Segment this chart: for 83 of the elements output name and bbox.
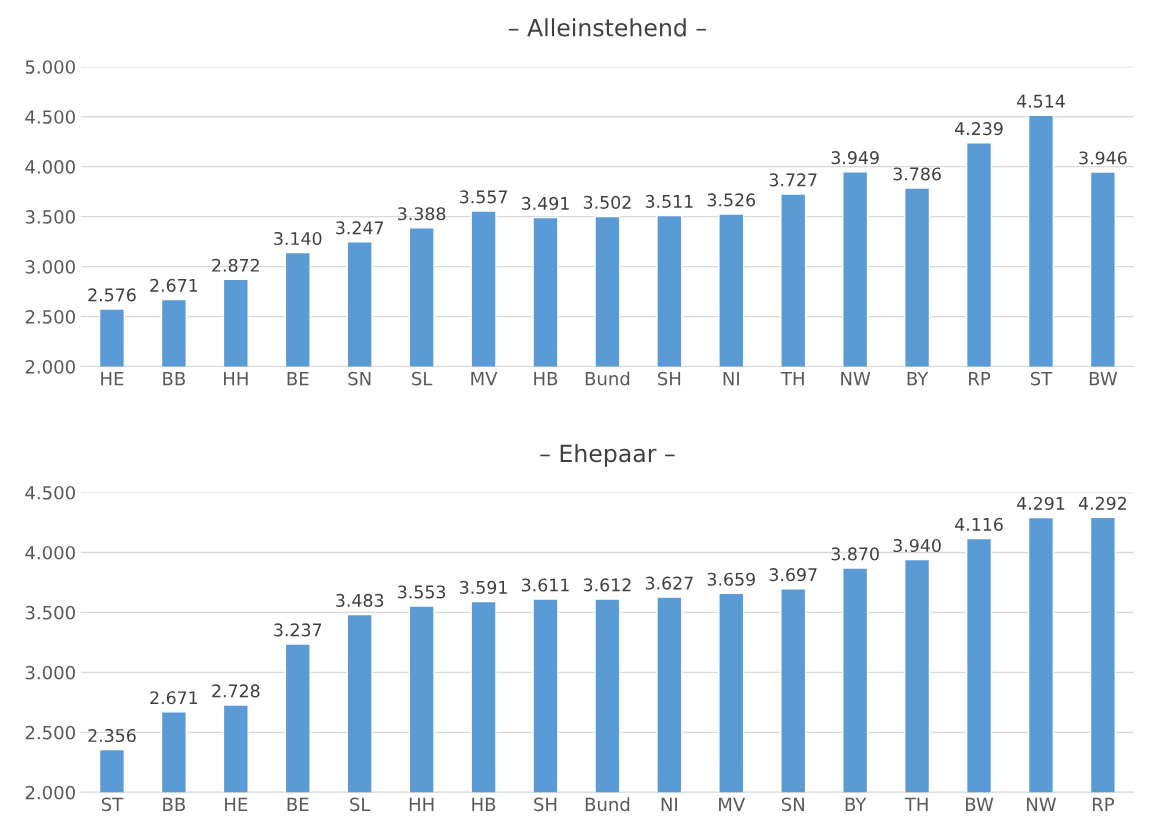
data-label: 2.356 xyxy=(88,728,136,743)
x-tick-label: SL xyxy=(350,797,371,812)
x-tick-label: ST xyxy=(101,797,124,812)
data-label: 3.627 xyxy=(645,576,693,590)
x-tick-label: HE xyxy=(101,371,124,386)
y-tick-label: 5.000 xyxy=(25,60,75,74)
data-label: 4.116 xyxy=(955,517,1003,531)
x-tick-label: BW xyxy=(966,797,994,811)
data-label: 3.940 xyxy=(893,538,941,553)
x-tick-label: Bund xyxy=(585,371,630,386)
data-label: 2.872 xyxy=(212,258,259,272)
data-label: 3.697 xyxy=(769,568,817,582)
y-tick-label: 4.000 xyxy=(25,545,75,560)
x-tick-label: BE xyxy=(287,371,309,386)
y-tick-label: 3.000 xyxy=(25,260,75,274)
y-tick-label: 4.500 xyxy=(25,485,75,500)
data-label: 3.612 xyxy=(583,578,631,592)
y-tick-label: 3.000 xyxy=(25,665,75,680)
data-label: 2.576 xyxy=(88,288,136,302)
x-tick-label: HH xyxy=(224,371,248,386)
data-label: 3.611 xyxy=(521,578,569,592)
data-label: 4.291 xyxy=(1016,496,1065,511)
data-label: 3.140 xyxy=(274,231,322,246)
x-tick-label: Bund xyxy=(585,797,630,812)
x-tick-label: HB xyxy=(472,797,496,811)
y-tick-label: 2.000 xyxy=(25,360,75,374)
y-tick-label: 4.000 xyxy=(25,160,75,174)
x-tick-label: RP xyxy=(969,371,991,386)
y-tick-label: 2.000 xyxy=(25,785,75,800)
x-tick-label: TH xyxy=(904,797,928,811)
data-label: 3.502 xyxy=(583,195,631,209)
data-label: 4.514 xyxy=(1016,94,1065,108)
data-label: 3.870 xyxy=(831,547,879,561)
x-tick-label: NI xyxy=(661,797,677,811)
x-tick-label: SL xyxy=(412,371,433,386)
data-label: 3.491 xyxy=(521,196,569,210)
x-tick-label: SN xyxy=(781,797,804,812)
data-label: 3.786 xyxy=(893,167,941,181)
x-tick-label: MV xyxy=(471,371,498,386)
x-tick-label: BB xyxy=(163,797,185,811)
data-label: 3.591 xyxy=(460,580,507,594)
data-label: 2.728 xyxy=(212,684,260,698)
y-tick-label: 3.500 xyxy=(25,210,75,224)
x-tick-label: BB xyxy=(163,371,185,386)
y-tick-label: 3.500 xyxy=(25,605,75,620)
data-label: 3.237 xyxy=(274,623,322,637)
y-tick-label: 4.500 xyxy=(25,110,75,124)
data-label: 3.388 xyxy=(398,207,446,221)
data-label: 3.553 xyxy=(398,585,446,599)
data-label: 3.946 xyxy=(1079,151,1127,165)
x-tick-label: NW xyxy=(841,371,871,386)
x-tick-label: MV xyxy=(719,797,746,811)
x-tick-label: BW xyxy=(1089,371,1118,386)
x-tick-label: BY xyxy=(845,797,867,811)
x-tick-label: BE xyxy=(287,797,309,811)
x-tick-label: RP xyxy=(1092,797,1114,811)
data-label: 3.949 xyxy=(831,151,879,165)
data-label: 3.511 xyxy=(645,194,693,208)
chart-title: – Alleinstehend – xyxy=(508,18,707,37)
data-label: 4.239 xyxy=(955,122,1003,136)
data-label: 2.671 xyxy=(150,278,198,292)
x-tick-label: HB xyxy=(534,371,558,386)
x-tick-label: BY xyxy=(907,371,929,386)
chart-title: – Ehepaar – xyxy=(540,443,675,467)
data-label: 3.659 xyxy=(707,572,755,586)
x-tick-label: SN xyxy=(348,371,371,386)
x-tick-label: ST xyxy=(1030,371,1053,386)
x-tick-label: TH xyxy=(780,371,804,386)
data-label: 3.727 xyxy=(769,173,817,187)
x-tick-label: SH xyxy=(534,797,557,812)
data-label: 2.671 xyxy=(150,691,198,705)
x-tick-label: SH xyxy=(658,371,681,386)
data-label: 4.292 xyxy=(1078,496,1127,510)
y-tick-label: 2.500 xyxy=(25,725,75,740)
y-tick-label: 2.500 xyxy=(25,310,75,324)
x-tick-label: HH xyxy=(409,797,434,811)
data-label: 3.526 xyxy=(707,193,756,207)
data-label: 3.483 xyxy=(336,593,384,607)
x-tick-label: NI xyxy=(723,371,739,386)
data-label: 3.557 xyxy=(460,190,507,204)
x-tick-label: NW xyxy=(1027,797,1057,811)
x-tick-label: HE xyxy=(225,797,248,811)
data-label: 3.247 xyxy=(336,221,384,235)
